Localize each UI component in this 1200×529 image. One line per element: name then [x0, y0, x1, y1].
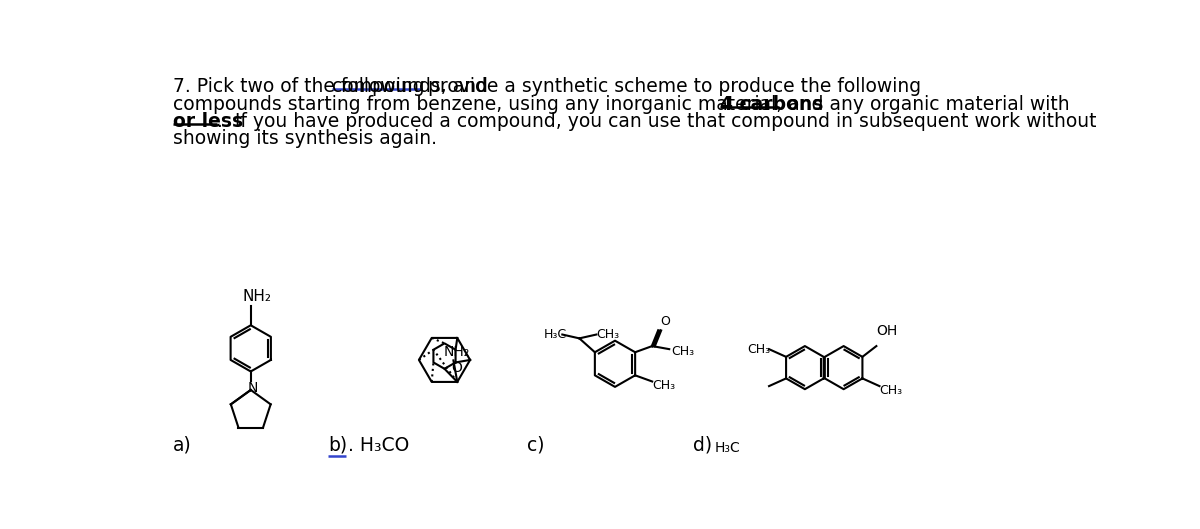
Text: OH: OH — [876, 324, 898, 339]
Text: provide a synthetic scheme to produce the following: provide a synthetic scheme to produce th… — [422, 77, 922, 96]
Text: NH₂: NH₂ — [443, 345, 469, 359]
Text: O: O — [660, 315, 670, 329]
Text: H₃C: H₃C — [544, 327, 566, 341]
Text: b): b) — [329, 436, 347, 454]
Text: CH₃: CH₃ — [596, 327, 619, 341]
Text: N: N — [247, 381, 258, 396]
Text: .  If you have produced a compound, you can use that compound in subsequent work: . If you have produced a compound, you c… — [217, 112, 1097, 131]
Text: d): d) — [692, 436, 712, 454]
Text: CH₃: CH₃ — [652, 379, 676, 392]
Text: or less: or less — [173, 112, 244, 131]
Text: c): c) — [528, 436, 545, 454]
Text: compounds, and: compounds, and — [332, 77, 488, 96]
Text: compounds starting from benzene, using any inorganic material, and any organic m: compounds starting from benzene, using a… — [173, 95, 1076, 114]
Text: CH₃: CH₃ — [880, 384, 902, 397]
Text: showing its synthesis again.: showing its synthesis again. — [173, 129, 437, 148]
Text: a): a) — [173, 436, 192, 454]
Text: CH₃: CH₃ — [671, 345, 694, 358]
Text: 7. Pick two of the following: 7. Pick two of the following — [173, 77, 431, 96]
Text: H₃C: H₃C — [714, 441, 740, 454]
Text: . H₃CO: . H₃CO — [348, 436, 409, 454]
Text: NH₂: NH₂ — [242, 289, 272, 305]
Text: O: O — [451, 361, 462, 375]
Text: 4 carbons: 4 carbons — [720, 95, 823, 114]
Text: CH₃: CH₃ — [748, 343, 770, 356]
